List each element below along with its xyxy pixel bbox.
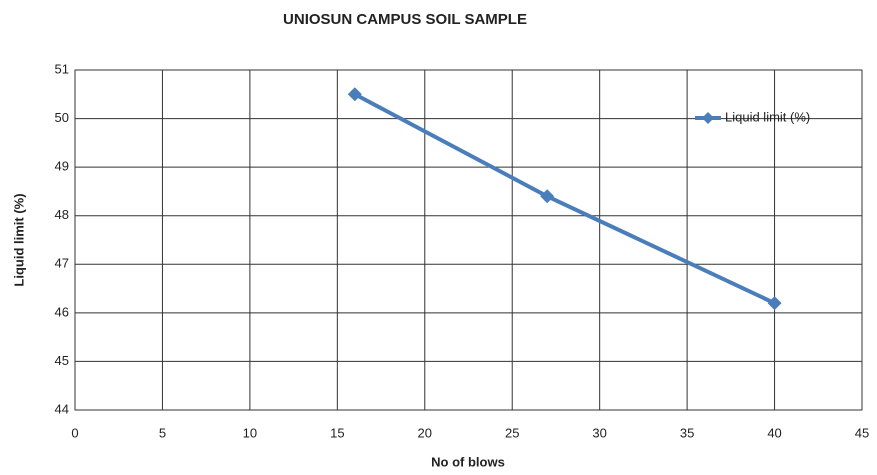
x-tick-label: 40 xyxy=(767,425,781,440)
data-point xyxy=(540,189,555,204)
x-tick-label: 25 xyxy=(505,425,519,440)
x-tick-label: 5 xyxy=(159,425,166,440)
y-tick-label: 47 xyxy=(55,256,69,271)
x-axis-title: No of blows xyxy=(431,454,505,469)
x-tick-label: 45 xyxy=(855,425,869,440)
x-tick-label: 0 xyxy=(71,425,78,440)
y-tick-label: 50 xyxy=(55,110,69,125)
data-point xyxy=(347,87,362,102)
y-tick-label: 45 xyxy=(55,353,69,368)
y-axis-title: Liquid limit (%) xyxy=(11,193,26,286)
y-tick-label: 49 xyxy=(55,159,69,174)
x-tick-label: 30 xyxy=(592,425,606,440)
y-tick-label: 46 xyxy=(55,304,69,319)
data-point xyxy=(767,296,782,311)
legend-marker xyxy=(702,112,714,124)
chart-title: UNIOSUN CAMPUS SOIL SAMPLE xyxy=(283,11,527,28)
y-tick-label: 51 xyxy=(55,61,69,76)
x-tick-label: 15 xyxy=(330,425,344,440)
x-tick-label: 20 xyxy=(418,425,432,440)
y-tick-label: 44 xyxy=(55,401,69,416)
plot-area xyxy=(74,69,863,411)
x-tick-label: 10 xyxy=(243,425,257,440)
x-tick-label: 35 xyxy=(680,425,694,440)
legend-label: Liquid limit (%) xyxy=(725,109,810,124)
y-tick-label: 48 xyxy=(55,207,69,222)
